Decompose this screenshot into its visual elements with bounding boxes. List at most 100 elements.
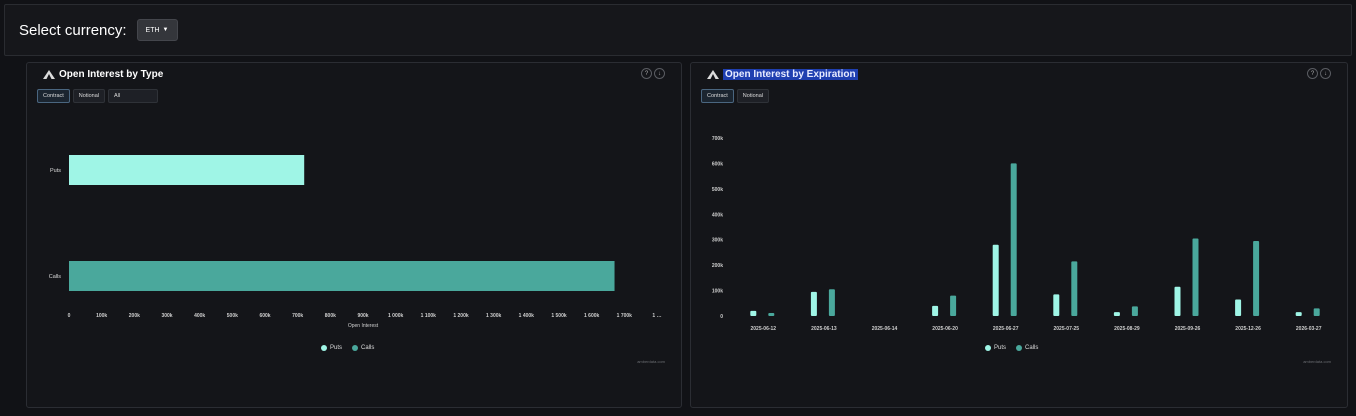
legend-label-puts: Puts [330, 345, 343, 351]
tab-contract[interactable]: Contract [701, 89, 734, 103]
bar-puts-2026-03-27 [1295, 312, 1302, 316]
legend-item-calls[interactable]: Calls [1016, 345, 1038, 351]
x-tick-label: 2025-06-27 [993, 326, 1019, 332]
legend-dot-puts [321, 345, 327, 351]
download-icon[interactable]: ↓ [654, 68, 665, 79]
legend-item-calls[interactable]: Calls [352, 345, 374, 351]
bar-puts-2025-06-20 [932, 305, 939, 316]
legend-dot-puts [985, 345, 991, 351]
credit-text[interactable]: amberdata.com [637, 359, 665, 364]
bar-calls-2025-08-29 [1131, 306, 1138, 316]
x-tick-label: 2025-06-20 [932, 326, 958, 332]
bar-puts-2025-07-25 [1053, 294, 1060, 316]
y-tick-label: 0 [720, 314, 723, 320]
caret-down-icon: ▼ [162, 27, 169, 33]
bar-calls [69, 261, 615, 291]
y-tick-label: 300k [712, 238, 723, 244]
x-tick-label: 2025-08-29 [1114, 326, 1140, 332]
legend-item-puts[interactable]: Puts [985, 345, 1006, 351]
x-tick-label: 2025-06-12 [751, 326, 777, 332]
bar-puts [69, 155, 305, 185]
chart-legend: Puts Calls [985, 345, 1038, 351]
panel-title-text: Open Interest by Type [59, 69, 164, 80]
x-tick-label: 2026-03-27 [1296, 326, 1322, 332]
chart-open-interest-by-expiration: 0 100k 200k 300k 400k 500k 600k 700k 2025-06-12 2… [712, 136, 1322, 332]
y-tick-label-calls: Calls [49, 274, 61, 280]
x-tick-label: 1 700k [617, 313, 633, 319]
legend-dot-calls [1016, 345, 1023, 351]
x-tick-label: 700k [292, 313, 303, 319]
panel-open-interest-by-expiration: Open Interest by Expiration ? ↓ Contract… [690, 62, 1348, 408]
legend-label-puts: Puts [994, 345, 1007, 351]
panel-title: Open Interest by Expiration [707, 69, 858, 80]
tab-contract[interactable]: Contract [37, 89, 70, 103]
x-tick-label: 1 200k [453, 313, 469, 319]
y-tick-label: 100k [712, 289, 723, 295]
x-tick-label: 1 300k [486, 313, 502, 319]
currency-dropdown[interactable]: ETH ▼ [136, 19, 178, 41]
credit-text[interactable]: amberdata.com [1303, 359, 1331, 364]
x-tick-label: 800k [325, 313, 336, 319]
panel-tools: ? ↓ [1307, 68, 1331, 79]
x-tick-label: 900k [357, 313, 368, 319]
legend-label-calls: Calls [1025, 345, 1039, 351]
bar-puts-2025-09-26 [1174, 286, 1181, 316]
legend-dot-calls [352, 345, 359, 351]
x-tick-label: 600k [259, 313, 270, 319]
bar-calls-2025-07-25 [1071, 261, 1078, 316]
x-tick-label: 200k [129, 313, 140, 319]
x-axis-label: Open Interest [348, 323, 379, 329]
tab-all[interactable]: All [107, 89, 158, 103]
download-icon[interactable]: ↓ [1320, 68, 1331, 79]
x-tick-label: 1 100k [421, 313, 437, 319]
x-tick-label: 2025-06-13 [811, 326, 837, 332]
legend-item-puts[interactable]: Puts [321, 345, 342, 351]
y-tick-label: 700k [712, 136, 723, 142]
tab-notional[interactable]: Notional [72, 89, 105, 103]
info-icon[interactable]: ? [641, 68, 652, 79]
select-currency-label: Select currency: [19, 21, 127, 39]
x-tick-label: 300k [161, 313, 172, 319]
x-tick-label: 400k [194, 313, 205, 319]
bar-calls-2025-06-12 [768, 312, 775, 316]
bar-calls-2025-12-26 [1253, 240, 1260, 316]
bar-puts-2025-12-26 [1235, 299, 1242, 316]
bar-calls-2025-09-26 [1192, 238, 1199, 316]
x-tick-label: 1 000k [388, 313, 404, 319]
bar-calls-2026-03-27 [1313, 308, 1320, 316]
bar-puts-2025-08-29 [1113, 312, 1120, 316]
x-tick-label: 1 500k [551, 313, 567, 319]
x-tick-label: 1 600k [584, 313, 600, 319]
currency-toolbar: Select currency: ETH ▼ [4, 4, 1352, 56]
panel-title: Open Interest by Type [43, 69, 163, 80]
chart-logo-icon [707, 70, 719, 79]
x-tick-label: 100k [96, 313, 107, 319]
currency-value: ETH [145, 26, 160, 34]
y-tick-label: 500k [712, 187, 723, 193]
panel-tools: ? ↓ [641, 68, 665, 79]
bar-puts-2025-06-27 [992, 244, 999, 316]
x-tick-label: 2025-12-26 [1235, 326, 1261, 332]
chart-logo-icon [43, 70, 55, 79]
chart-open-interest-by-type: Puts Calls 0 100k 200k 300k 400k 500k 600k 700k 80… [49, 155, 662, 329]
x-tick-label: 2025-07-25 [1054, 326, 1080, 332]
info-icon[interactable]: ? [1307, 68, 1318, 79]
tab-notional[interactable]: Notional [736, 89, 769, 103]
x-tick-label: 1 400k [519, 313, 535, 319]
y-tick-label: 600k [712, 161, 723, 167]
bar-calls-2025-06-27 [1010, 163, 1017, 316]
x-tick-label: 2025-09-26 [1175, 326, 1201, 332]
bar-puts-2025-06-13 [810, 291, 817, 316]
bar-puts-2025-06-12 [750, 310, 757, 316]
x-tick-label: 2025-06-14 [872, 326, 898, 332]
panel-open-interest-by-type: Open Interest by Type ? ↓ Contract Notio… [26, 62, 682, 408]
bar-calls-2025-06-13 [828, 289, 835, 316]
y-tick-label: 400k [712, 212, 723, 218]
y-tick-label-puts: Puts [50, 168, 61, 174]
tab-bar: Contract Notional All [37, 89, 158, 103]
x-tick-label: 0 [68, 313, 71, 319]
tab-bar: Contract Notional [701, 89, 769, 103]
bar-calls-2025-06-20 [950, 295, 957, 316]
x-tick-label: 1 … [652, 313, 661, 319]
